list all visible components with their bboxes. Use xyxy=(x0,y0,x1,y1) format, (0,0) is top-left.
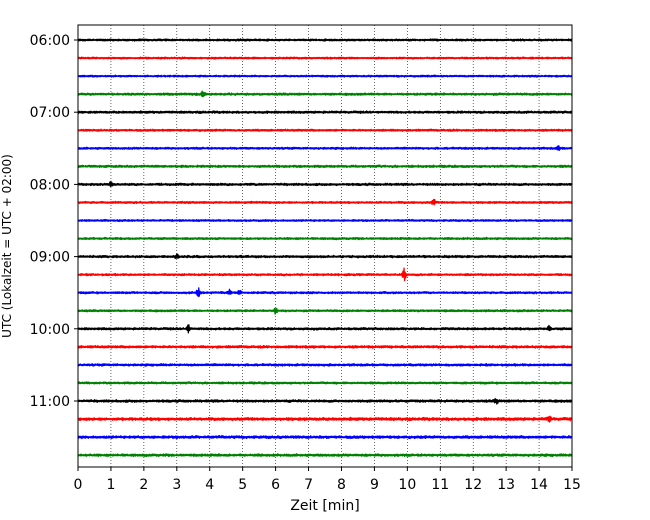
y-tick-label: 11:00 xyxy=(30,394,70,410)
x-tick-label: 3 xyxy=(172,477,181,493)
trace-0730 xyxy=(77,145,573,151)
x-tick-label: 7 xyxy=(304,477,313,493)
trace-0800 xyxy=(77,180,573,188)
y-tick-label: 10:00 xyxy=(30,322,70,338)
x-tick-label: 5 xyxy=(238,477,247,493)
x-tick-label: 9 xyxy=(370,477,379,493)
plot-frame xyxy=(77,24,573,468)
trace-0745 xyxy=(77,164,573,169)
x-axis-ticks: 0 1 2 3 4 5 6 7 8 9 10 11 12 13 14 15 xyxy=(74,467,581,493)
x-tick-label: 10 xyxy=(398,477,416,493)
x-tick-label: 14 xyxy=(530,477,548,493)
trace-1015 xyxy=(77,344,573,349)
trace-0715 xyxy=(77,128,573,133)
x-tick-label: 12 xyxy=(464,477,482,493)
trace-0630 xyxy=(77,74,573,78)
trace-0945 xyxy=(77,307,573,315)
x-tick-label: 1 xyxy=(106,477,115,493)
y-tick-label: 08:00 xyxy=(30,177,70,193)
trace-0915 xyxy=(77,267,573,282)
trace-0830 xyxy=(77,218,573,223)
trace-1045 xyxy=(77,381,573,385)
trace-1030 xyxy=(77,363,573,367)
y-axis-ticks: 06:00 07:00 08:00 09:00 10:00 11:00 xyxy=(30,33,78,410)
x-tick-label: 6 xyxy=(271,477,280,493)
trace-1100 xyxy=(77,397,573,405)
trace-1115 xyxy=(77,415,573,423)
trace-0600 xyxy=(77,38,573,42)
trace-0930 xyxy=(77,287,573,298)
trace-0845 xyxy=(77,236,573,241)
x-tick-label: 13 xyxy=(497,477,515,493)
trace-0615 xyxy=(77,56,573,60)
trace-0700 xyxy=(77,110,573,115)
trace-0900 xyxy=(77,253,573,260)
x-tick-label: 4 xyxy=(205,477,214,493)
y-tick-label: 09:00 xyxy=(30,250,70,266)
y-axis-label: UTC (Lokalzeit = UTC + 02:00) xyxy=(0,154,14,338)
trace-1145 xyxy=(77,453,573,458)
trace-1000 xyxy=(77,324,573,334)
x-tick-label: 8 xyxy=(337,477,346,493)
traces xyxy=(77,38,573,458)
x-tick-label: 11 xyxy=(431,477,449,493)
y-tick-label: 06:00 xyxy=(30,33,70,49)
x-tick-label: 0 xyxy=(74,477,83,493)
x-tick-label: 15 xyxy=(563,477,581,493)
trace-1130 xyxy=(77,435,573,440)
x-tick-label: 2 xyxy=(139,477,148,493)
y-tick-label: 07:00 xyxy=(30,105,70,121)
x-axis-label: Zeit [min] xyxy=(290,498,359,514)
trace-0815 xyxy=(77,198,573,206)
trace-0645 xyxy=(77,90,573,98)
